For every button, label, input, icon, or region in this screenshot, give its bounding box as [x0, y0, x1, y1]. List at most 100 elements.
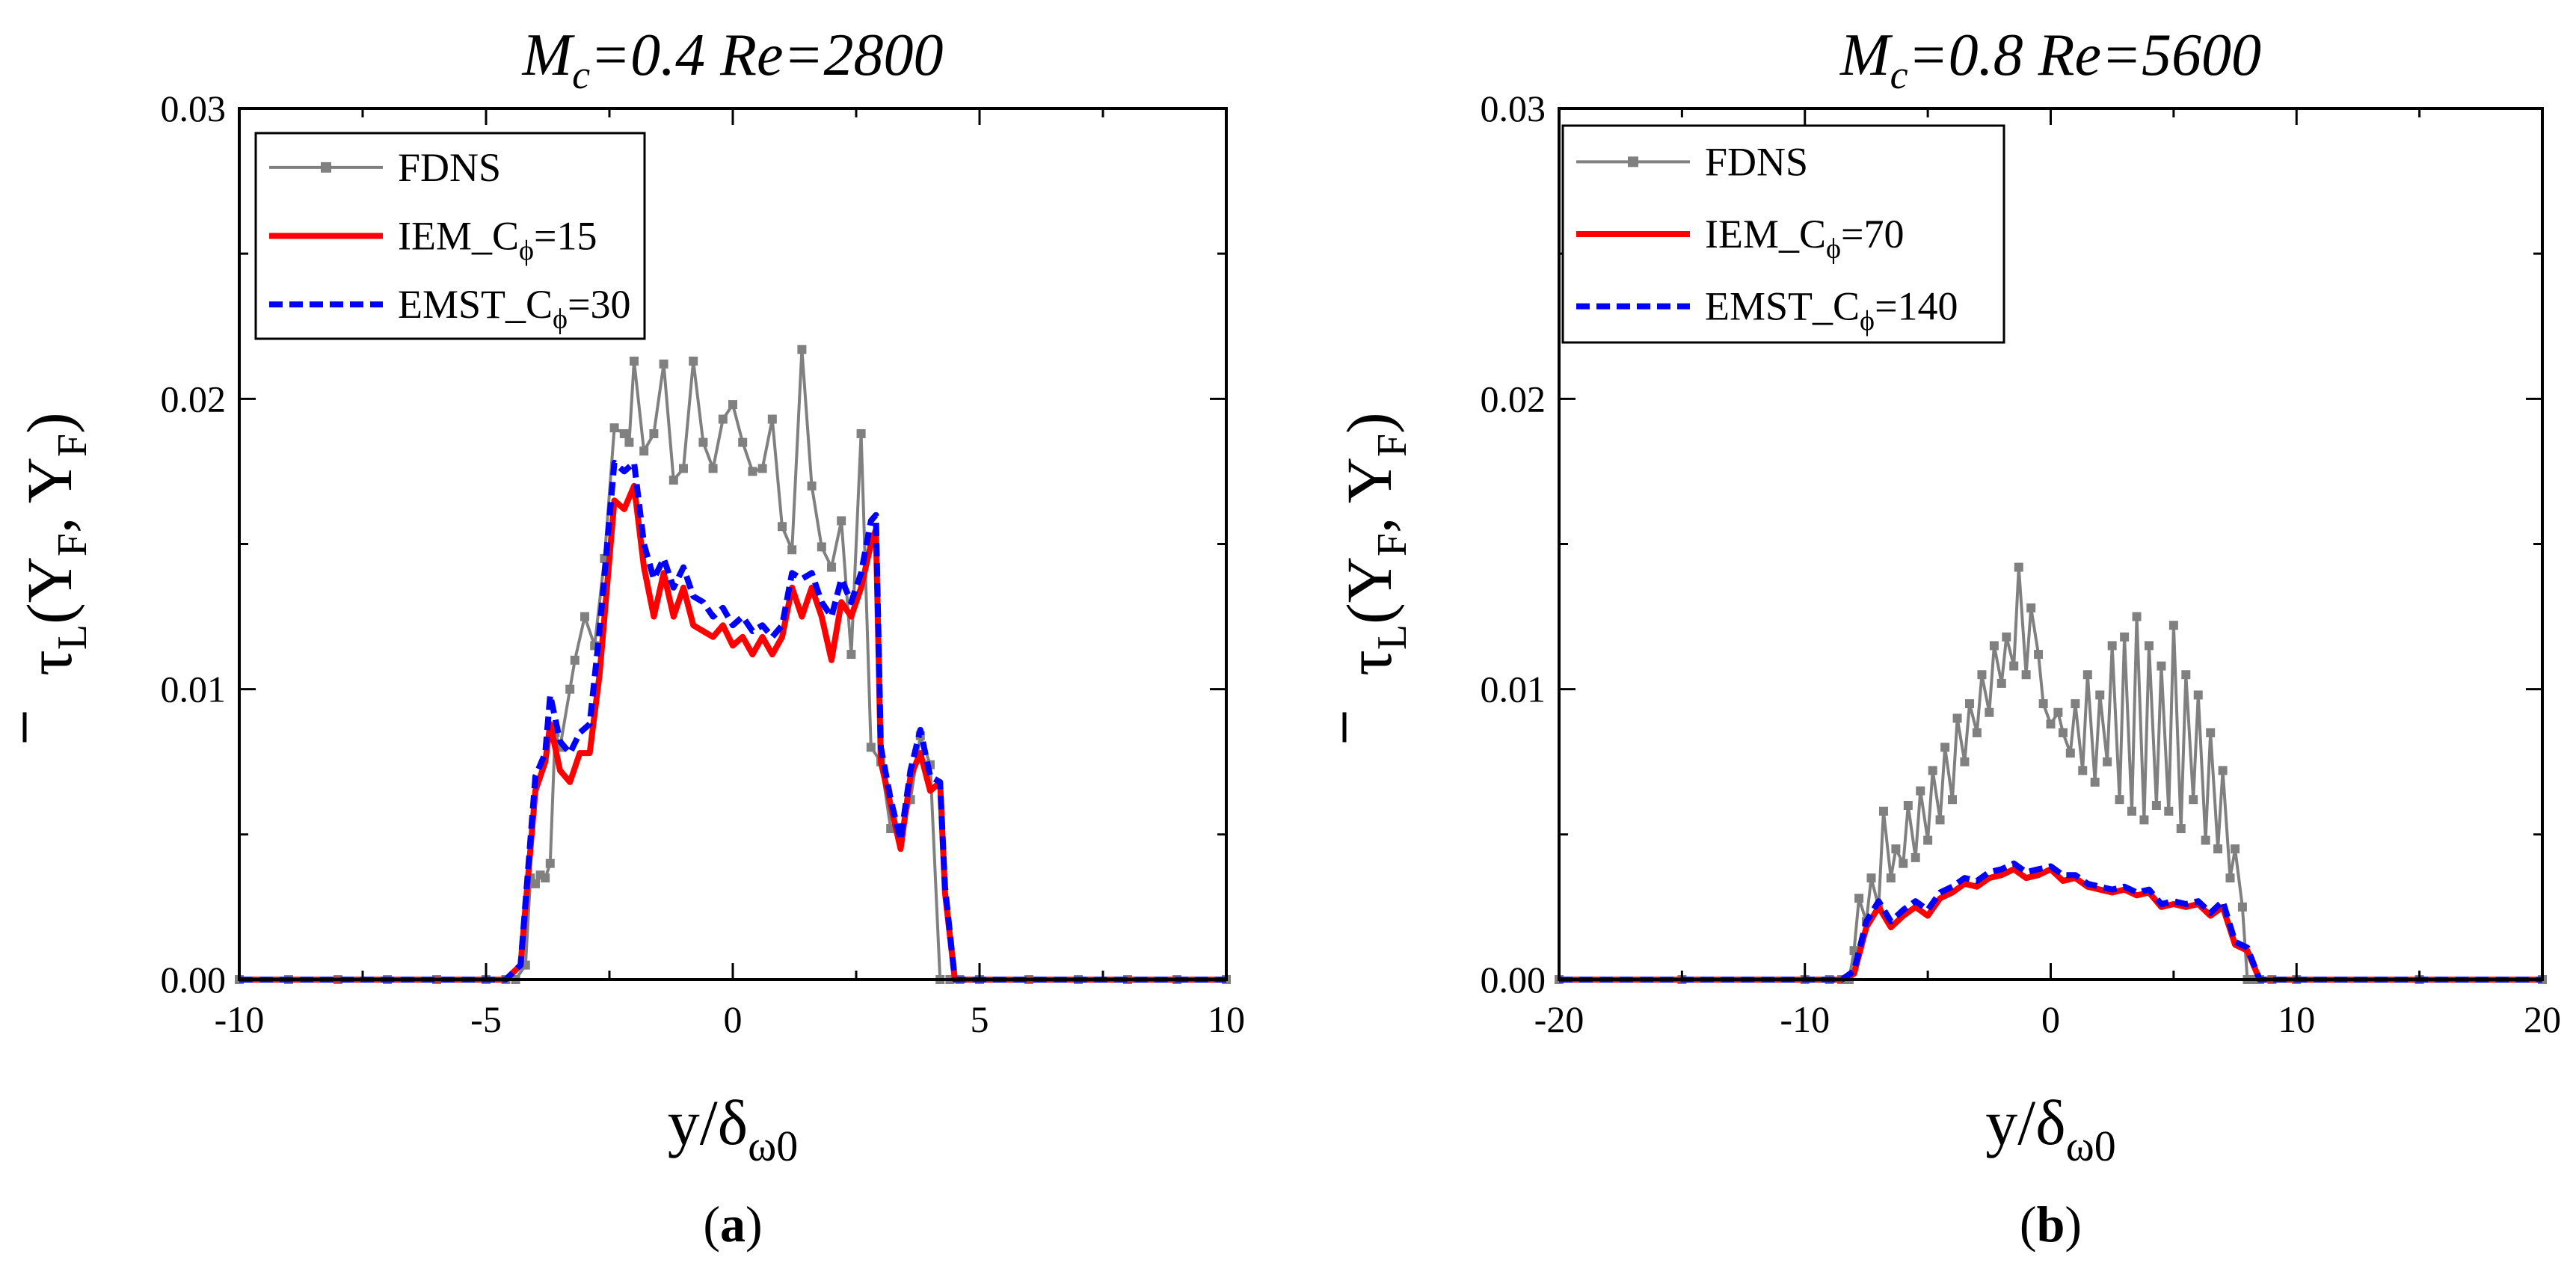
fdns-marker — [1878, 806, 1888, 816]
legend-label-phi-subscript: ϕ — [1826, 233, 1841, 265]
fdns-marker — [797, 345, 807, 354]
legend-label-text: EMST_C — [1705, 284, 1860, 329]
fdns-marker — [580, 612, 589, 621]
panel-label-open: ( — [2020, 1196, 2037, 1253]
fdns-marker — [668, 476, 678, 485]
fdns-marker — [2078, 766, 2088, 775]
fdns-marker — [2206, 728, 2216, 737]
title-m: M — [522, 22, 576, 88]
legend-label-emst: EMST_Cϕ=140 — [1705, 284, 1958, 337]
fdns-marker — [856, 428, 866, 438]
fdns-marker — [827, 562, 836, 572]
fdns-marker — [2034, 650, 2044, 660]
fdns-marker — [2026, 603, 2036, 612]
fdns-marker — [2009, 661, 2019, 671]
legend-marker-fdns — [1628, 156, 1638, 168]
fdns-marker — [565, 684, 575, 694]
chart-title: Mc=0.4 Re=2800 — [522, 22, 944, 97]
fdns-marker — [2065, 749, 2075, 758]
fdns-marker — [2038, 699, 2048, 709]
y-label-tau: τ — [1333, 650, 1405, 676]
legend-label-iem: IEM_Cϕ=15 — [398, 214, 597, 267]
y-label-close: ) — [13, 412, 85, 434]
y-label-subscript-2: F — [49, 434, 96, 457]
x-tick-label: -20 — [1534, 998, 1584, 1040]
fdns-marker — [2127, 806, 2136, 816]
panel-label-close: ) — [2065, 1196, 2082, 1253]
fdns-marker — [570, 655, 580, 665]
fdns-marker — [1952, 713, 1962, 723]
fdns-marker — [689, 356, 698, 366]
legend-label-value: =70 — [1841, 212, 1904, 256]
y-axis-label-group: τL(YF, YF) — [1333, 412, 1415, 743]
fdns-marker — [2132, 612, 2142, 621]
x-tick-label: 0 — [2041, 998, 2060, 1040]
legend-label-text: EMST_C — [398, 282, 553, 327]
x-tick-label: 0 — [724, 998, 743, 1040]
fdns-marker — [2189, 795, 2198, 805]
fdns-marker — [846, 650, 856, 660]
fdns-marker — [2176, 824, 2186, 834]
x-axis-label: y/δω0 — [668, 1087, 799, 1170]
y-label-open: (Y — [1333, 556, 1405, 624]
fdns-marker — [2046, 719, 2056, 729]
fdns-marker — [541, 873, 550, 883]
legend-label-fdns: FDNS — [1705, 139, 1808, 184]
legend-label-emst: EMST_Cϕ=30 — [398, 282, 631, 335]
panel-label: (a) — [703, 1196, 762, 1253]
x-tick-label: 20 — [2524, 998, 2561, 1040]
fdns-marker — [817, 542, 826, 552]
fdns-marker — [2115, 795, 2124, 805]
series-line-emst — [1559, 860, 2542, 983]
x-tick-label: 10 — [1208, 998, 1245, 1040]
title-m-subscript: c — [572, 52, 590, 97]
x-label-y: y/ — [668, 1087, 718, 1158]
x-tick-label: 5 — [971, 998, 989, 1040]
fdns-marker — [748, 467, 757, 476]
panel-label: (b) — [2020, 1196, 2082, 1253]
y-tick-label: 0.03 — [1481, 87, 1546, 129]
fdns-marker — [2082, 670, 2092, 680]
panel-label-letter: b — [2037, 1196, 2065, 1253]
fdns-marker — [2237, 902, 2247, 912]
fdns-marker — [619, 428, 629, 438]
fdns-marker — [2103, 757, 2112, 766]
y-tick-label: 0.02 — [1481, 378, 1546, 420]
fdns-marker — [1928, 766, 1937, 775]
legend-label-phi-subscript: ϕ — [553, 304, 568, 335]
legend-label-text: IEM_C — [1705, 212, 1826, 256]
fdns-marker — [1972, 728, 1982, 737]
legend-label-text: FDNS — [398, 145, 501, 190]
title-mach-value: =0.4 — [590, 22, 720, 88]
fdns-marker — [2053, 707, 2063, 717]
legend-label-fdns: FDNS — [398, 145, 501, 190]
y-label-subscript-1: F — [49, 533, 96, 556]
fdns-marker — [1903, 801, 1913, 810]
title-mach-value: =0.8 — [1908, 22, 2038, 88]
chart-title: Mc=0.8 Re=5600 — [1839, 22, 2261, 97]
fdns-marker — [2157, 661, 2166, 671]
panel-label-close: ) — [746, 1196, 763, 1253]
y-label-tau: τ — [13, 650, 85, 676]
title-re-value: =2800 — [783, 22, 943, 88]
fdns-marker — [2145, 641, 2154, 651]
fdns-marker — [866, 743, 876, 752]
y-label-tau-subscript: L — [49, 624, 96, 650]
fdns-marker — [2002, 632, 2011, 642]
x-label-subscript: ω0 — [748, 1122, 798, 1170]
fdns-marker — [1886, 873, 1896, 883]
fdns-marker — [1891, 844, 1901, 854]
fdns-marker — [639, 446, 649, 456]
fdns-marker — [708, 464, 718, 473]
y-tick-label: 0.01 — [161, 669, 227, 710]
y-label-comma: , Y — [13, 457, 85, 533]
fdns-marker — [1916, 786, 1925, 796]
fdns-marker — [778, 522, 787, 532]
legend-label-value: =15 — [534, 214, 597, 259]
fdns-marker — [2213, 844, 2223, 854]
y-tick-label: 0.00 — [161, 959, 227, 1001]
fdns-marker — [1899, 858, 1908, 868]
legend: FDNS IEM_Cϕ=15 EMST_Cϕ=30 — [254, 132, 646, 340]
y-axis-label-group: τL(YF, YF) — [13, 412, 96, 743]
